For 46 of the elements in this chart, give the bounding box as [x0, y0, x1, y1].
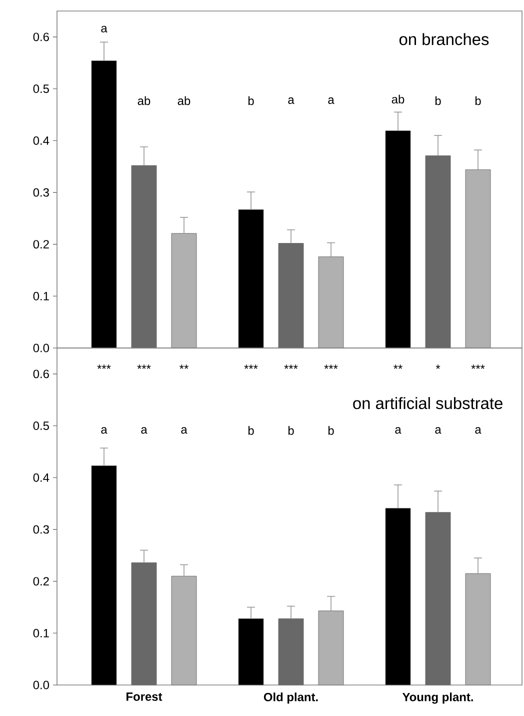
annotation: b [248, 96, 254, 106]
x-tick-label: Old plant. [264, 692, 318, 704]
annotation: ab [392, 94, 404, 104]
annotation: *** [137, 364, 151, 369]
y-tick-label: 0.5 [33, 84, 49, 93]
y-tick-label: 0.6 [33, 370, 49, 378]
annotation: ** [180, 364, 188, 369]
y-tick-label: 0.5 [33, 422, 49, 430]
y-tick-label: 0.2 [33, 240, 49, 249]
annotation: ** [394, 364, 402, 369]
annotation: ab [178, 96, 190, 106]
y-tick-label: 0.4 [33, 473, 50, 482]
y-tick-label: 0.0 [33, 344, 50, 352]
annotation: b [435, 96, 441, 106]
annotation: b [328, 426, 334, 435]
y-tick-label: 0.3 [33, 188, 49, 197]
y-tick-label: 0.1 [33, 628, 49, 638]
annotation: b [475, 96, 481, 106]
annotation: *** [324, 364, 338, 369]
y-tick-label: 0.0 [33, 680, 50, 690]
y-tick-label: 0.4 [33, 136, 50, 145]
annotation: a [101, 26, 108, 32]
annotation: a [475, 427, 482, 434]
annotation: *** [97, 364, 111, 369]
annotation: ab [138, 96, 150, 106]
annotation: *** [244, 364, 258, 369]
annotation: b [288, 426, 294, 435]
y-tick-label: 0.1 [33, 292, 49, 300]
annotation: a [288, 97, 294, 104]
annotation: a [141, 427, 148, 434]
annotation: *** [284, 364, 298, 369]
x-tick-label: Young plant. [402, 692, 473, 704]
annotation: a [101, 427, 108, 434]
text: on branches [399, 33, 489, 46]
text: on artificial substrate [353, 397, 502, 410]
y-tick-label: 0.6 [33, 32, 49, 42]
annotation: a [328, 97, 334, 104]
annotation: *** [471, 364, 485, 369]
annotation: * [436, 364, 440, 369]
y-tick-label: 0.3 [33, 525, 49, 534]
annotation: b [248, 426, 254, 435]
annotation: a [395, 427, 402, 434]
y-tick-label: 0.2 [33, 577, 49, 586]
annotation: a [181, 427, 188, 434]
annotation: a [435, 427, 442, 434]
x-tick-label: Forest [126, 692, 162, 701]
